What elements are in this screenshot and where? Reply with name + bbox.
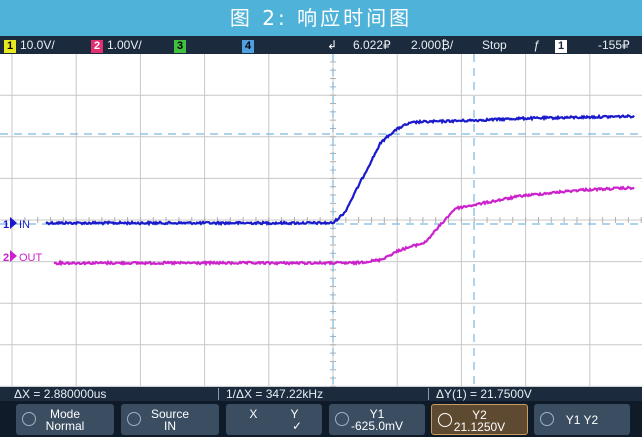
source-softkey[interactable]: Source IN — [121, 404, 219, 435]
time-scale-unit: ₿/ — [441, 38, 454, 52]
time-scale: 2.000 — [411, 38, 442, 52]
knob-icon — [540, 412, 554, 426]
softkey-label: Y1 — [369, 407, 385, 421]
y2-softkey[interactable]: Y2 21.1250V — [431, 404, 528, 435]
time-position-readout[interactable]: 6.022₽ — [353, 38, 391, 52]
scope-display[interactable]: 1 IN 2 OUT — [0, 54, 642, 387]
ch1-scale-readout[interactable]: 1 10.0V/ — [4, 38, 55, 53]
softkey-value: Normal — [45, 419, 85, 433]
trigger-source-readout[interactable]: 1 — [555, 38, 571, 53]
y1-softkey[interactable]: Y1 -625.0mV — [329, 404, 425, 435]
time-position-unit: ₽ — [383, 38, 391, 52]
in-trace — [45, 113, 635, 227]
ch3-readout[interactable]: 3 — [174, 38, 190, 53]
delta-x-readout: ΔX = 2.880000us — [14, 387, 107, 401]
ch4-readout[interactable]: 4 — [242, 38, 258, 53]
knob-icon — [335, 412, 349, 426]
in-label: IN — [19, 219, 30, 231]
knob-icon — [127, 412, 141, 426]
ch2-scale: 1.00V/ — [107, 38, 142, 52]
trigger-level-unit: ₽ — [622, 38, 630, 52]
softkey-value: ✓ — [291, 419, 303, 433]
graticule — [0, 54, 642, 387]
out-trace — [53, 185, 635, 267]
measurement-bar: ΔX = 2.880000us 1/ΔX = 347.22kHz ΔY(1) =… — [0, 387, 642, 401]
softkey-label: Source — [150, 407, 190, 421]
trigger-slope-icon: ƒ — [533, 38, 540, 52]
out-label: OUT — [19, 252, 43, 264]
softkey-label: Y2 — [472, 408, 487, 422]
ch1-number: 1 — [4, 40, 16, 53]
ch4-number: 4 — [242, 40, 254, 53]
out-ground-marker-icon[interactable] — [10, 250, 17, 262]
softkey-label: X Y — [249, 407, 299, 421]
softkey-label: Mode — [49, 407, 81, 421]
knob-icon — [22, 412, 36, 426]
softkey-value: IN — [164, 419, 176, 433]
out-marker-number: 2 — [3, 252, 9, 264]
time-position: 6.022 — [353, 38, 384, 52]
run-state[interactable]: Stop — [482, 38, 507, 52]
knob-icon — [438, 413, 452, 427]
inverse-delta-x-readout: 1/ΔX = 347.22kHz — [226, 387, 324, 401]
softkey-value: -625.0mV — [350, 419, 404, 433]
in-ground-marker-icon[interactable] — [10, 217, 17, 229]
softkey-label: Y1 Y2 — [565, 413, 599, 427]
softkey-bar: Mode Normal Source IN X Y ✓ Y1 -625.0mV … — [0, 401, 642, 437]
ch2-number: 2 — [91, 40, 103, 53]
xy-softkey[interactable]: X Y ✓ — [226, 404, 322, 435]
ch3-number: 3 — [174, 40, 186, 53]
y1-y2-softkey[interactable]: Y1 Y2 — [534, 404, 630, 435]
mode-softkey[interactable]: Mode Normal — [16, 404, 114, 435]
trigger-level-readout[interactable]: -155₽ — [598, 38, 630, 52]
waveform-area: 1 IN 2 OUT — [0, 54, 642, 387]
trigger-level: -155 — [598, 38, 623, 52]
in-marker-number: 1 — [3, 219, 9, 231]
status-bar: 1 10.0V/ 2 1.00V/ 3 4 ↲ 6.022₽ 2.000₿/ Sto… — [0, 36, 642, 54]
delta-y-readout: ΔY(1) = 21.7500V — [436, 387, 532, 401]
page-title: 图 2: 响应时间图 — [0, 0, 642, 36]
trigger-source: 1 — [555, 40, 567, 53]
trigger-position-icon: ↲ — [327, 38, 338, 52]
ch2-scale-readout[interactable]: 2 1.00V/ — [91, 38, 142, 53]
softkey-value: 21.1250V — [453, 420, 506, 434]
ch1-scale: 10.0V/ — [20, 38, 55, 52]
time-scale-readout[interactable]: 2.000₿/ — [411, 38, 453, 52]
